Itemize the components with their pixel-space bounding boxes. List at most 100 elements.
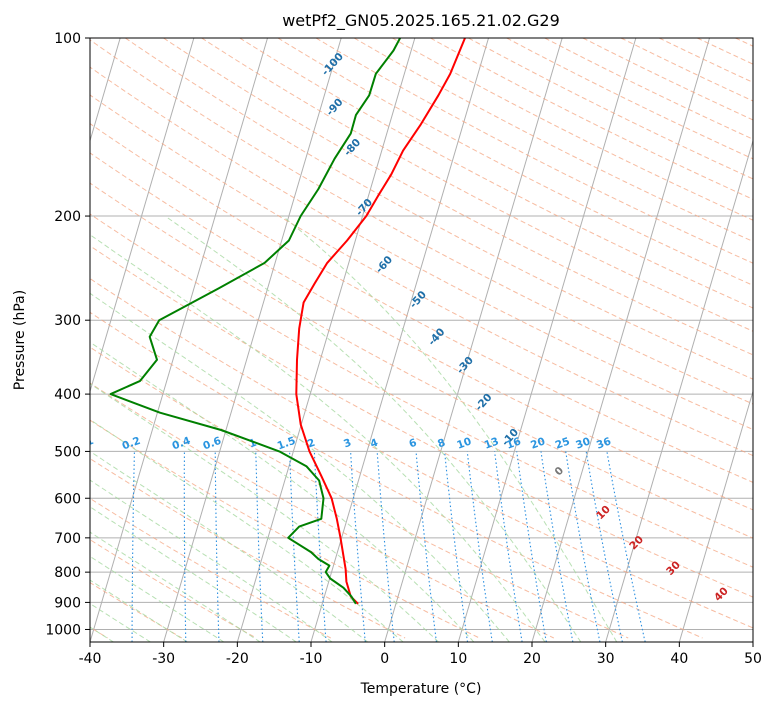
- mixing-ratio-label: 36: [595, 435, 613, 451]
- isotherm-line: [90, 38, 121, 143]
- moist-adiabat: [90, 418, 404, 642]
- dry-adiabat-label: -50: [407, 289, 429, 311]
- mixing-ratio-line: [494, 451, 523, 642]
- moist-adiabat: [90, 531, 261, 642]
- dry-adiabat: [90, 39, 753, 405]
- dry-adiabat: [90, 346, 629, 639]
- moist-adiabat: [90, 555, 225, 642]
- dry-adiabat: [90, 419, 480, 639]
- y-axis-label: Pressure (hPa): [12, 290, 28, 390]
- dry-adiabat-label: -100: [319, 51, 346, 79]
- dry-adiabat: [506, 38, 753, 160]
- moist-adiabat: [90, 292, 510, 642]
- x-tick-label: 40: [670, 651, 688, 667]
- dry-adiabat: [353, 38, 753, 243]
- mixing-ratio-label: 25: [554, 435, 572, 451]
- mixing-ratio-label: 4: [369, 437, 380, 451]
- mixing-ratio-label: 16: [505, 435, 523, 451]
- dry-adiabat: [90, 539, 257, 639]
- dry-adiabat: [90, 182, 753, 539]
- dry-adiabat: [392, 38, 753, 221]
- mixing-ratio-line: [585, 451, 623, 642]
- mixing-ratio-label: 2: [306, 437, 317, 451]
- mixing-ratio-label: 1.5: [276, 435, 298, 453]
- mixing-ratio-line: [540, 451, 574, 642]
- moist-adiabat-label: 0: [553, 465, 567, 479]
- isotherm-line: [90, 38, 269, 642]
- dry-adiabat-label: -20: [473, 391, 495, 413]
- dry-adiabat: [239, 38, 753, 309]
- mixing-ratio-line: [313, 451, 327, 642]
- moist-adiabat: [164, 215, 582, 642]
- mixing-ratio-label: 13: [483, 435, 501, 451]
- mixing-ratio-label: 30: [574, 435, 592, 451]
- mixing-ratio-lines: [131, 451, 646, 642]
- dewpoint-profile-line: [109, 38, 401, 605]
- mixing-ratio-label: 0.6: [201, 435, 223, 453]
- moist-adiabat-label: 30: [664, 559, 683, 578]
- y-tick-label: 200: [54, 209, 81, 225]
- mixing-ratio-line: [415, 451, 437, 642]
- isotherm-line: [384, 38, 563, 642]
- isotherm-line: [90, 38, 195, 394]
- mixing-ratio-line: [606, 451, 646, 642]
- mixing-ratio-line: [516, 451, 547, 642]
- mixing-ratio-line: [444, 451, 469, 642]
- moist-adiabat: [90, 506, 297, 642]
- y-tick-label: 100: [54, 31, 81, 47]
- mixing-ratio-labels: 0.1 0.2 0.4 0.6 1 1.5 2 3 4 6 8 10 13 16 20 25 30 36: [74, 435, 613, 453]
- mixing-ratio-line: [255, 451, 264, 642]
- mixing-ratio-line: [376, 451, 395, 642]
- mixing-ratio-line: [466, 451, 493, 642]
- sounding-series: [109, 38, 466, 605]
- moist-adiabat: [282, 215, 618, 642]
- dry-adiabat: [735, 38, 753, 47]
- dry-adiabat: [90, 497, 331, 639]
- moist-adiabat-label: 10: [594, 503, 613, 522]
- mixing-ratio-label: 1: [247, 437, 258, 451]
- moist-adiabat: [90, 479, 333, 642]
- dry-adiabat: [90, 213, 753, 568]
- dry-adiabat: [315, 38, 753, 264]
- dry-adiabat: [544, 38, 753, 140]
- y-tick-label: 800: [54, 565, 81, 581]
- dry-adiabat-label: -60: [373, 254, 395, 276]
- x-tick-label: -30: [152, 651, 175, 667]
- isotherm-line: [752, 640, 753, 642]
- isotherm-line: [163, 38, 342, 642]
- dry-adiabat: [430, 38, 753, 200]
- isotherm-line: [531, 38, 711, 642]
- mixing-ratio-label: 6: [407, 437, 418, 451]
- y-tick-label: 900: [54, 595, 81, 611]
- plot-area: -100-90-80-70-60-50-40-30-20-10 01020304…: [74, 38, 753, 642]
- dry-adiabat: [468, 38, 753, 180]
- dry-adiabat: [201, 38, 753, 332]
- dry-adiabat-lines: [90, 38, 753, 639]
- dry-adiabat-label: -30: [454, 354, 476, 376]
- moist-adiabat: [90, 341, 475, 642]
- dry-adiabat: [90, 152, 753, 511]
- mixing-ratio-label: 0.1: [74, 435, 96, 453]
- isotherm-line: [457, 38, 637, 642]
- dry-adiabat: [90, 66, 753, 431]
- mixing-ratio-line: [565, 451, 601, 642]
- dry-adiabat: [90, 94, 753, 457]
- isotherm-line: [236, 38, 416, 642]
- x-tick-label: -20: [226, 651, 249, 667]
- moist-adiabat: [90, 579, 188, 642]
- dry-adiabat: [90, 311, 703, 639]
- moist-adiabat: [90, 383, 439, 642]
- y-tick-label: 500: [54, 444, 81, 460]
- dry-adiabat: [90, 245, 753, 598]
- skewed-isotherm-gridlines: [90, 38, 753, 642]
- mixing-ratio-label: 8: [436, 437, 447, 451]
- y-tick-label: 1000: [45, 622, 81, 638]
- dry-adiabat: [90, 277, 753, 629]
- dry-adiabat: [163, 38, 753, 356]
- x-tick-label: 50: [744, 651, 762, 667]
- mixing-ratio-label: 20: [529, 435, 547, 451]
- x-axis-ticks: -40 -30 -20 -10 0 10 20 30 40 50: [79, 642, 762, 667]
- dry-adiabat: [90, 458, 406, 639]
- dry-adiabat: [90, 123, 753, 483]
